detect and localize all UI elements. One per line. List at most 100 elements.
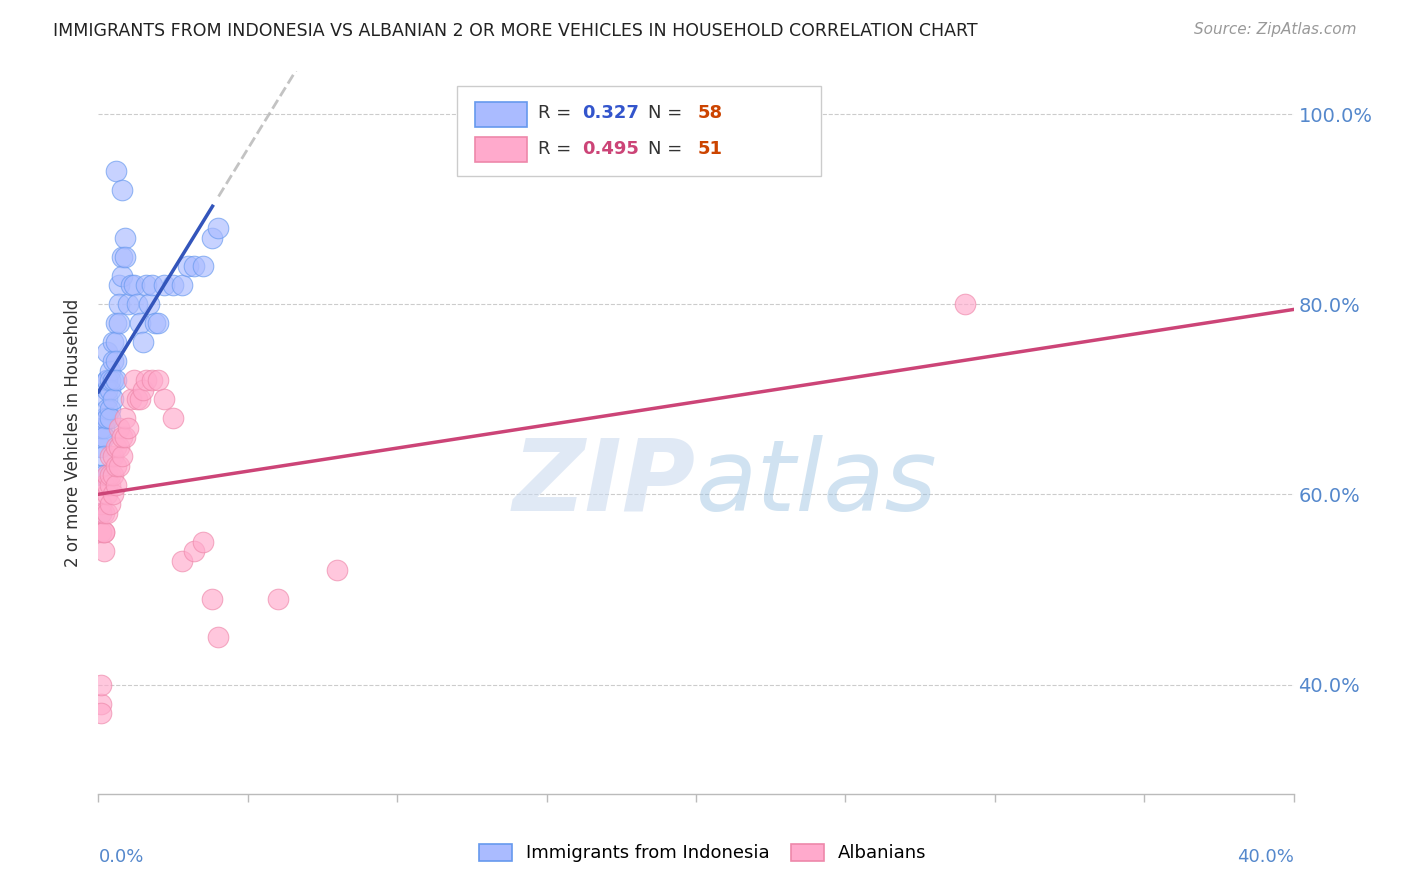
Point bbox=[114, 250, 136, 264]
Point bbox=[90, 706, 112, 720]
Point bbox=[90, 525, 112, 540]
Point bbox=[90, 507, 112, 521]
Point bbox=[96, 468, 118, 483]
Point bbox=[132, 335, 155, 350]
Point bbox=[135, 278, 157, 293]
Point bbox=[129, 316, 152, 330]
FancyBboxPatch shape bbox=[475, 137, 527, 161]
Point bbox=[98, 401, 122, 416]
Point bbox=[153, 392, 176, 407]
Text: atlas: atlas bbox=[696, 434, 938, 532]
Point bbox=[114, 231, 136, 245]
Point bbox=[90, 421, 112, 435]
Point bbox=[141, 373, 163, 387]
Point bbox=[105, 373, 128, 387]
FancyBboxPatch shape bbox=[475, 103, 527, 127]
Point bbox=[93, 544, 115, 558]
Point bbox=[108, 316, 131, 330]
Text: Source: ZipAtlas.com: Source: ZipAtlas.com bbox=[1194, 22, 1357, 37]
Point bbox=[98, 383, 122, 397]
Point bbox=[191, 259, 214, 273]
Text: R =: R = bbox=[538, 140, 578, 158]
Point bbox=[93, 525, 115, 540]
Point bbox=[108, 458, 131, 473]
Point bbox=[96, 478, 118, 492]
Point bbox=[96, 411, 118, 425]
Point bbox=[114, 411, 136, 425]
Point bbox=[93, 450, 115, 464]
Point bbox=[103, 392, 125, 407]
Point bbox=[111, 268, 134, 283]
Point bbox=[90, 468, 112, 483]
Text: N =: N = bbox=[648, 140, 688, 158]
Point bbox=[129, 392, 152, 407]
Point bbox=[143, 316, 166, 330]
Point bbox=[96, 392, 118, 407]
Point bbox=[148, 373, 170, 387]
Point bbox=[326, 564, 349, 578]
Point bbox=[90, 677, 112, 691]
Point bbox=[103, 450, 125, 464]
Text: ZIP: ZIP bbox=[513, 434, 696, 532]
FancyBboxPatch shape bbox=[457, 86, 821, 176]
Point bbox=[93, 507, 115, 521]
Point bbox=[105, 316, 128, 330]
Point bbox=[124, 373, 146, 387]
Point bbox=[108, 440, 131, 454]
Text: 0.0%: 0.0% bbox=[98, 848, 143, 866]
Point bbox=[105, 458, 128, 473]
Point bbox=[96, 507, 118, 521]
Point bbox=[117, 297, 139, 311]
Point bbox=[148, 316, 170, 330]
Point bbox=[93, 411, 115, 425]
Point bbox=[103, 354, 125, 368]
Point bbox=[201, 231, 224, 245]
Point bbox=[96, 401, 118, 416]
Point bbox=[141, 278, 163, 293]
Point bbox=[183, 259, 205, 273]
Text: 51: 51 bbox=[697, 140, 723, 158]
Point bbox=[98, 468, 122, 483]
Point bbox=[93, 421, 115, 435]
Point bbox=[96, 487, 118, 501]
Point bbox=[111, 183, 134, 197]
Point bbox=[191, 535, 214, 549]
Point bbox=[162, 278, 184, 293]
Point bbox=[105, 354, 128, 368]
Point bbox=[162, 411, 184, 425]
Point bbox=[98, 497, 122, 511]
Point bbox=[96, 383, 118, 397]
Point bbox=[103, 335, 125, 350]
Point bbox=[90, 440, 112, 454]
Legend: Immigrants from Indonesia, Albanians: Immigrants from Indonesia, Albanians bbox=[472, 837, 934, 870]
Point bbox=[120, 392, 142, 407]
Point bbox=[108, 421, 131, 435]
Point bbox=[93, 525, 115, 540]
Point bbox=[953, 297, 976, 311]
Point bbox=[207, 221, 229, 235]
Y-axis label: 2 or more Vehicles in Household: 2 or more Vehicles in Household bbox=[65, 299, 83, 566]
Point bbox=[90, 697, 112, 711]
Point bbox=[183, 544, 205, 558]
Point bbox=[124, 278, 146, 293]
Text: 40.0%: 40.0% bbox=[1237, 848, 1294, 866]
Point bbox=[103, 373, 125, 387]
Point bbox=[98, 478, 122, 492]
Point bbox=[105, 335, 128, 350]
Point bbox=[132, 383, 155, 397]
Point bbox=[93, 468, 115, 483]
Text: 0.327: 0.327 bbox=[582, 104, 640, 122]
Point bbox=[90, 430, 112, 444]
Text: 0.495: 0.495 bbox=[582, 140, 640, 158]
Point bbox=[96, 373, 118, 387]
Point bbox=[98, 373, 122, 387]
Point bbox=[93, 430, 115, 444]
Point bbox=[117, 421, 139, 435]
Point bbox=[105, 478, 128, 492]
Point bbox=[105, 164, 128, 178]
Point bbox=[90, 507, 112, 521]
Point bbox=[111, 250, 134, 264]
Point bbox=[114, 430, 136, 444]
Point bbox=[105, 440, 128, 454]
Point bbox=[98, 450, 122, 464]
